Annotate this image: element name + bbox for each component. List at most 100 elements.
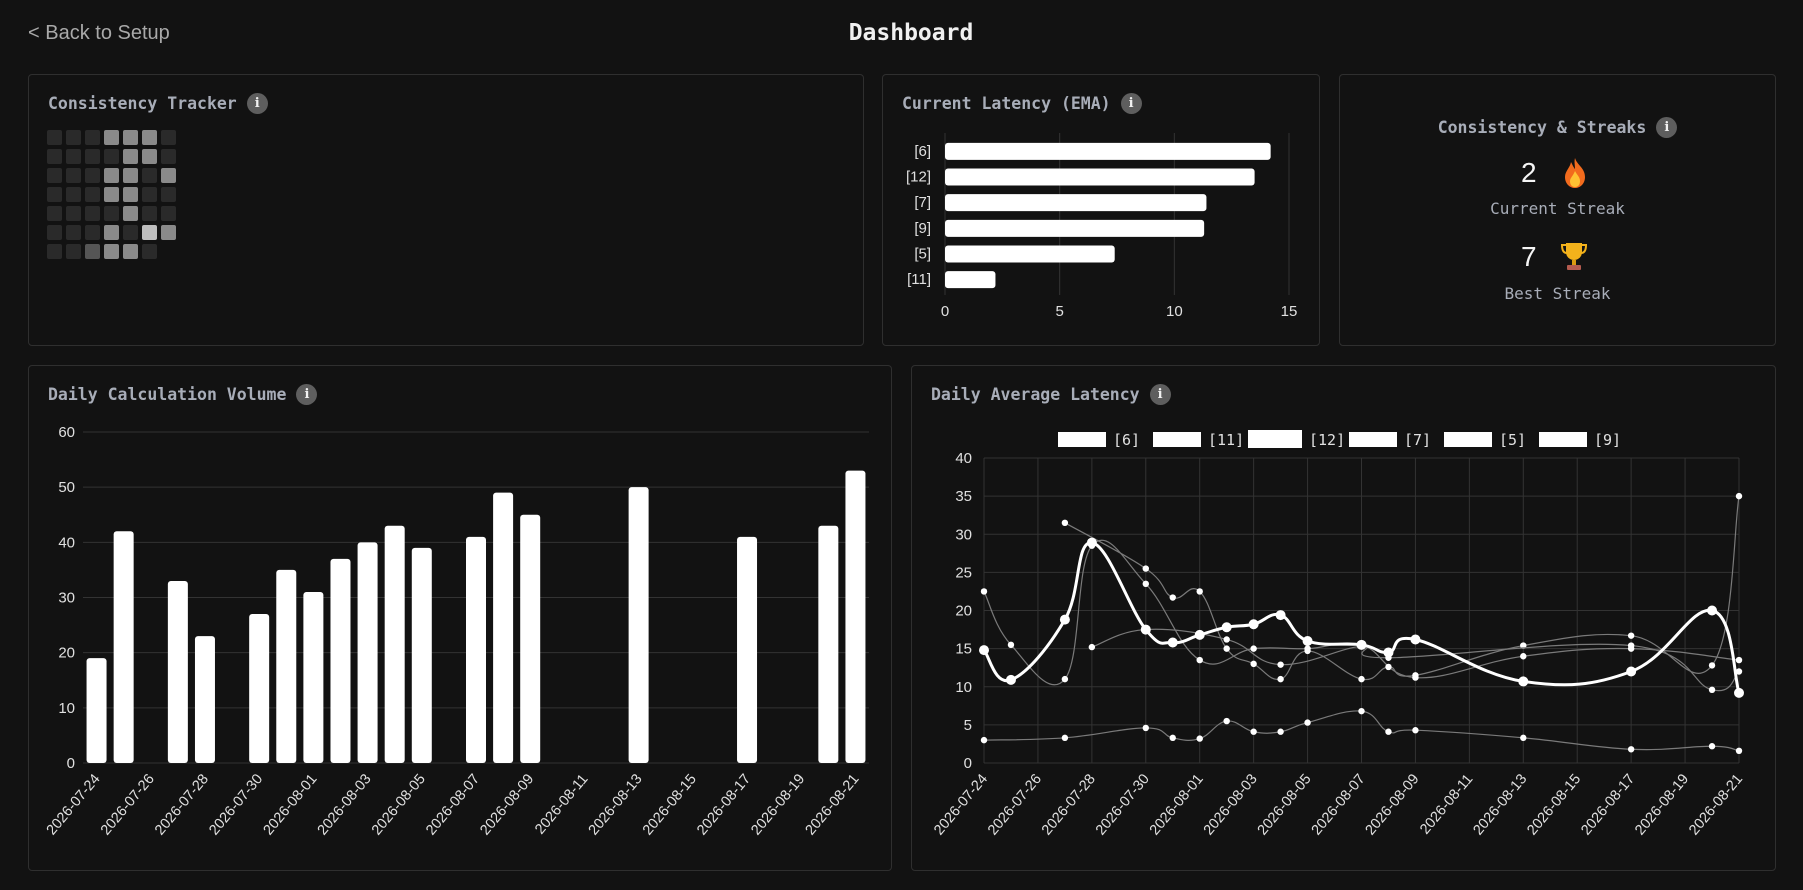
heatmap-cell[interactable] [104,187,119,202]
legend-label: [6] [1113,431,1140,449]
legend-swatch [1349,432,1397,447]
y-tick-label: 0 [67,755,75,772]
heatmap-cell[interactable] [104,206,119,221]
y-tick-label: 60 [58,424,75,441]
heatmap-cell[interactable] [85,168,100,183]
info-icon[interactable]: i [1656,117,1678,138]
bar [737,536,758,763]
daily-volume-chart: 01020304050602026-07-242026-07-262026-07… [44,424,869,838]
heatmap-cell[interactable] [85,206,100,221]
heatmap-cell[interactable] [142,168,157,183]
heatmap-cell[interactable] [161,149,176,164]
heatmap-cell[interactable] [142,149,157,164]
heatmap-cell[interactable] [161,225,176,240]
heatmap-cell[interactable] [161,206,176,221]
heatmap-cell[interactable] [85,187,100,202]
x-tick-label: 2026-08-05 [1255,771,1315,838]
heatmap-cell[interactable] [47,206,62,221]
heatmap-cell[interactable] [161,187,176,202]
current-streak-label: Current Streak [1490,199,1625,218]
current-latency-chart: 0 5 10 15 [6] [12] [7] [9] [5] [11] [906,133,1297,320]
y-tick-label: 15 [955,641,972,658]
info-icon[interactable]: i [1149,384,1171,405]
back-to-setup-link[interactable]: < Back to Setup [28,22,170,44]
heatmap-cell[interactable] [123,130,138,145]
legend-label: [9] [1594,431,1621,449]
heatmap-cell[interactable] [66,168,81,183]
y-tick-label: 30 [955,526,972,543]
series-line [983,710,1740,752]
heatmap-cell[interactable] [85,225,100,240]
data-point [1735,747,1743,754]
heatmap-cell[interactable] [142,187,157,202]
fire-icon [1565,158,1585,188]
y-tick-label: 35 [955,488,972,505]
x-tick-label: 2026-08-11 [532,771,591,837]
heatmap-cell[interactable] [104,130,119,145]
bar [845,470,866,763]
x-tick-label: 2026-08-01 [261,771,321,838]
heatmap-cell[interactable] [123,187,138,202]
info-icon[interactable]: i [1120,93,1142,114]
data-point [1735,656,1743,664]
y-tick-label: 40 [58,534,75,551]
heatmap-cell[interactable] [47,244,62,259]
heatmap-cell[interactable] [142,130,157,145]
daily-latency-card: Daily Average Latency i 0 5 10 15 20 25 30 35 40… [911,365,1776,871]
heatmap-cell[interactable] [123,244,138,259]
info-icon[interactable]: i [246,93,268,114]
bar [276,569,297,763]
heatmap-cell[interactable] [85,149,100,164]
heatmap-cell[interactable] [123,149,138,164]
data-point [1277,675,1284,683]
heatmap-cell[interactable] [66,149,81,164]
x-tick-label: 2026-08-03 [315,771,375,838]
heatmap-cell[interactable] [66,244,81,259]
data-point [1061,734,1069,742]
heatmap-cell[interactable] [47,149,62,164]
legend-label: [5] [1499,431,1526,449]
x-tick-label: 2026-08-19 [1632,771,1692,838]
heatmap-cell[interactable] [142,244,157,259]
heatmap-cell[interactable] [123,206,138,221]
x-tick-label: 2026-08-13 [586,771,646,838]
heatmap-cell[interactable] [142,206,157,221]
bar [411,547,432,763]
info-icon[interactable]: i [296,384,318,405]
heatmap-cell[interactable] [66,225,81,240]
heatmap-cell[interactable] [47,168,62,183]
heatmap-cell[interactable] [66,187,81,202]
bar [628,487,649,763]
heatmap-cell[interactable] [47,225,62,240]
data-point [1735,492,1743,500]
y-tick-label: 5 [964,717,972,734]
heatmap-cell[interactable] [85,130,100,145]
heatmap-cell[interactable] [161,168,176,183]
heatmap-cell[interactable] [123,225,138,240]
heatmap-cell[interactable] [66,206,81,221]
data-point [1277,661,1284,668]
x-tick-label: 2026-08-17 [1578,771,1638,838]
data-point [1196,735,1203,742]
heatmap-cell[interactable] [104,168,119,183]
x-tick-label: 2026-08-21 [1686,771,1746,838]
x-tick-label: 2026-08-17 [694,771,754,838]
data-point [1250,728,1257,735]
heatmap-cell[interactable] [104,149,119,164]
data-point [1196,656,1203,664]
heatmap-cell[interactable] [123,168,138,183]
heatmap-cell[interactable] [161,130,176,145]
data-point [1142,580,1149,588]
data-point [1250,660,1257,668]
heatmap-cell[interactable] [85,244,100,259]
heatmap-cell[interactable] [104,225,119,240]
data-point [1302,636,1313,646]
heatmap-cell[interactable] [47,187,62,202]
heatmap-cell[interactable] [47,130,62,145]
heatmap-cell[interactable] [104,244,119,259]
heatmap-cell[interactable] [142,225,157,240]
data-point [1356,639,1367,650]
heatmap-cell[interactable] [66,130,81,145]
y-tick-label: 50 [58,479,75,496]
data-point [1735,668,1743,675]
